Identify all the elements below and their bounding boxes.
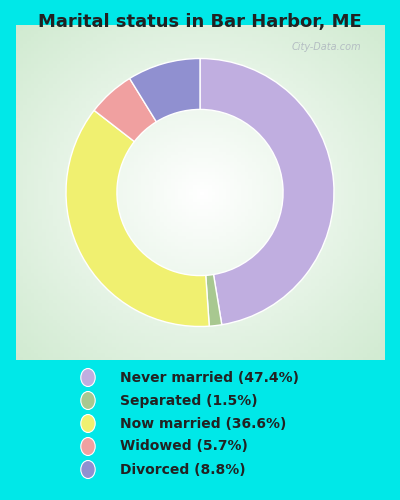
Text: City-Data.com: City-Data.com [291,42,361,51]
Wedge shape [130,58,200,122]
Wedge shape [94,78,156,142]
Text: Now married (36.6%): Now married (36.6%) [120,416,286,430]
Text: Divorced (8.8%): Divorced (8.8%) [120,462,246,476]
Text: Never married (47.4%): Never married (47.4%) [120,370,299,384]
Wedge shape [206,274,222,326]
Text: Marital status in Bar Harbor, ME: Marital status in Bar Harbor, ME [38,12,362,30]
Text: Separated (1.5%): Separated (1.5%) [120,394,258,407]
Wedge shape [66,110,209,326]
Text: Widowed (5.7%): Widowed (5.7%) [120,440,248,454]
Wedge shape [200,58,334,324]
